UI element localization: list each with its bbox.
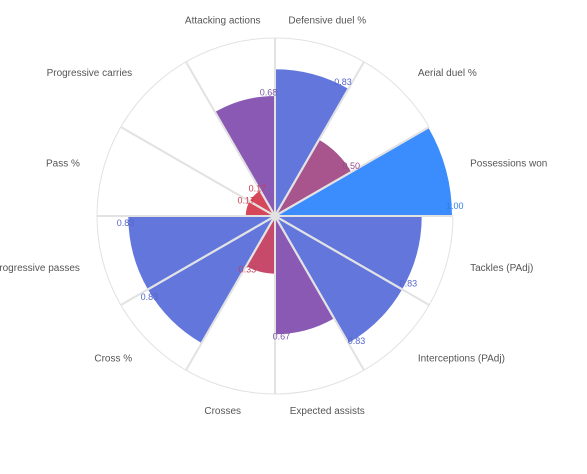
category-label: Interceptions (PAdj): [418, 353, 505, 364]
value-label: 0.83: [400, 278, 418, 288]
value-label: 1.00: [446, 201, 464, 211]
category-label: Cross %: [94, 353, 132, 364]
value-label: 0.83: [141, 292, 159, 302]
value-label: 0.67: [273, 331, 291, 341]
grid-spoke: [185, 61, 276, 217]
spoke-layer: [97, 38, 453, 394]
category-label: Progressive passes: [0, 263, 80, 274]
category-label: Aerial duel %: [418, 68, 477, 79]
grid-spoke: [274, 61, 365, 217]
category-label: Attacking actions: [185, 16, 261, 27]
grid-spoke: [274, 126, 430, 217]
value-label: 0.83: [348, 336, 366, 346]
category-label: Defensive duel %: [288, 16, 366, 27]
value-label: 0.17: [249, 183, 267, 193]
bar-possessions-won[interactable]: [271, 125, 455, 217]
category-label: Crosses: [204, 406, 241, 417]
value-label: 0.17: [237, 196, 255, 206]
grid-spoke: [274, 215, 430, 306]
value-label: 0.83: [334, 77, 352, 87]
value-label: 0.33: [239, 264, 257, 274]
grid-spoke: [120, 215, 276, 306]
value-label: 0.50: [343, 161, 361, 171]
grid-spoke: [185, 215, 276, 371]
category-label: Pass %: [46, 158, 80, 169]
category-label: Expected assists: [290, 406, 365, 417]
value-label-layer: 0.83 0.50 1.00 0.83 0.83 0.67 0.33 0.83 0.83 0.17…: [117, 77, 464, 346]
category-label: Progressive carries: [47, 68, 133, 79]
category-label: Possessions won: [470, 158, 547, 169]
grid-spoke: [120, 126, 276, 217]
category-label-layer: Defensive duel % Aerial duel % Possessions…: [0, 16, 547, 417]
value-label: 0.83: [117, 218, 135, 228]
value-label: 0.68: [260, 88, 278, 98]
category-label: Tackles (PAdj): [470, 263, 533, 274]
grid-spoke: [274, 215, 365, 371]
